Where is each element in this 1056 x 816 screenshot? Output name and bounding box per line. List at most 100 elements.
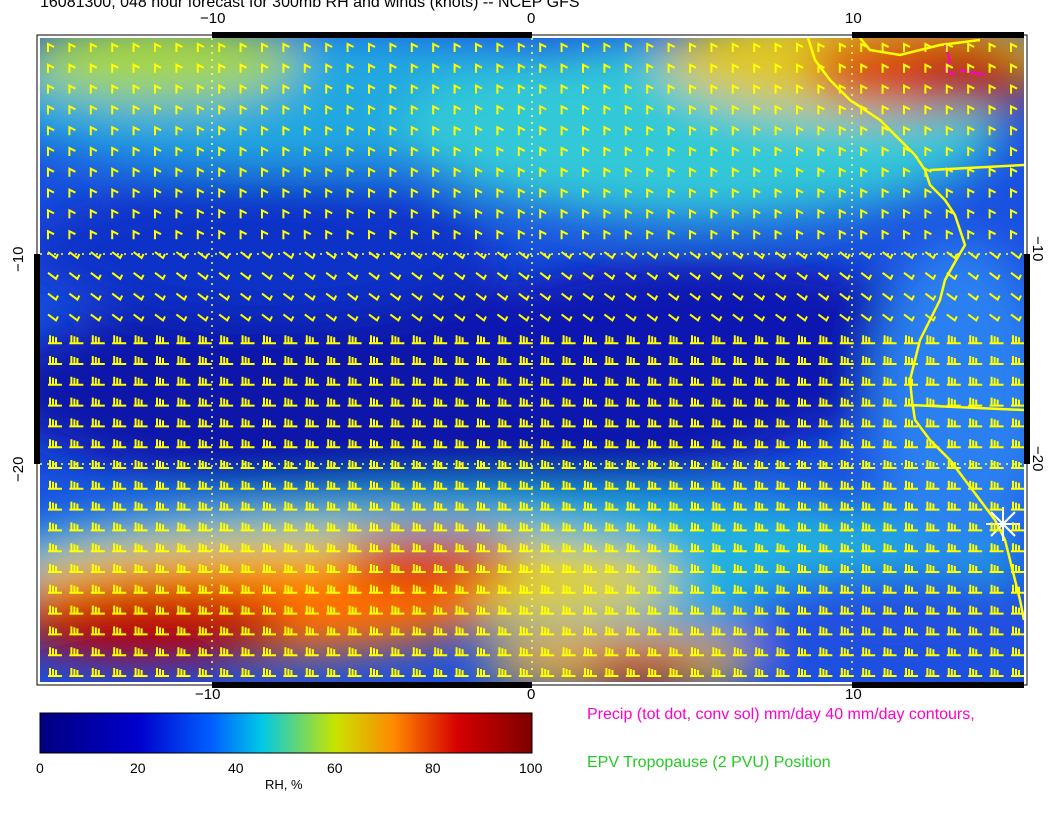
wind-barb xyxy=(775,522,790,532)
wind-barb xyxy=(668,647,683,657)
wind-barb xyxy=(539,104,547,115)
wind-barb xyxy=(454,418,469,428)
wind-barb xyxy=(882,272,894,281)
wind-barb xyxy=(69,605,84,615)
wind-barb xyxy=(667,63,676,73)
wind-barb xyxy=(282,167,290,177)
wind-barb xyxy=(539,146,547,156)
wind-barb xyxy=(539,83,547,94)
wind-barb xyxy=(732,626,747,636)
wind-barb xyxy=(668,460,683,469)
wind-barb xyxy=(582,42,590,52)
wind-barb xyxy=(583,543,597,553)
wind-barb xyxy=(197,335,212,345)
wind-barb xyxy=(689,251,701,260)
wind-barb xyxy=(283,397,298,407)
wind-barb xyxy=(882,376,897,386)
wind-barb xyxy=(454,439,469,449)
wind-barb xyxy=(283,605,298,615)
wind-barb xyxy=(839,356,854,365)
wind-barb xyxy=(476,501,490,511)
wind-barb xyxy=(882,605,897,615)
wind-barb xyxy=(839,626,854,636)
wind-barb xyxy=(797,460,811,469)
wind-barb xyxy=(774,187,783,198)
wind-barb xyxy=(240,418,255,428)
wind-barb xyxy=(711,543,726,553)
wind-barb xyxy=(219,564,234,573)
wind-barb xyxy=(689,208,697,219)
wind-barb xyxy=(369,335,383,345)
wind-barb xyxy=(411,501,426,511)
wind-barb xyxy=(774,125,783,136)
wind-barb xyxy=(133,522,148,532)
wind-barb xyxy=(774,83,783,94)
wind-barb xyxy=(261,208,269,219)
wind-barb xyxy=(347,439,362,449)
wind-barb xyxy=(881,146,890,156)
wind-barb xyxy=(667,125,676,136)
wind-barb xyxy=(689,272,701,281)
wind-barb xyxy=(647,460,662,469)
wind-barb xyxy=(89,42,98,52)
wind-barb xyxy=(261,251,273,260)
wind-barb xyxy=(839,647,854,657)
wind-barb xyxy=(133,356,148,365)
wind-barb xyxy=(646,187,654,198)
wind-barb xyxy=(111,187,119,198)
wind-barb xyxy=(453,104,462,115)
wind-barb xyxy=(69,356,84,365)
wind-barb xyxy=(240,439,255,449)
wind-barb xyxy=(369,480,383,490)
wind-barb xyxy=(410,42,419,52)
wind-barb xyxy=(925,335,940,345)
wind-barb xyxy=(903,251,915,260)
wind-barb xyxy=(1011,480,1024,490)
wind-barb xyxy=(711,584,726,594)
wind-barb xyxy=(155,418,169,428)
wind-barb xyxy=(946,292,958,302)
precip-legend: Precip (tot dot, conv sol) mm/day 40 mm/… xyxy=(587,706,975,723)
wind-barb xyxy=(561,626,576,636)
wind-barb xyxy=(647,668,662,677)
wind-barb xyxy=(904,376,918,386)
wind-barb xyxy=(583,501,597,511)
wind-barb xyxy=(775,397,790,407)
wind-barb xyxy=(583,480,597,490)
graticule xyxy=(40,38,1024,682)
wind-barb xyxy=(561,439,576,449)
wind-barb xyxy=(968,460,983,469)
wind-barb xyxy=(133,543,148,553)
wind-barb xyxy=(411,356,426,365)
wind-barb xyxy=(89,83,98,94)
wind-barb xyxy=(68,146,76,156)
wind-barb xyxy=(218,313,231,322)
wind-barb xyxy=(946,668,961,677)
wind-barb xyxy=(68,42,76,52)
wind-barb xyxy=(347,668,362,677)
wind-barb xyxy=(583,460,597,469)
wind-barb xyxy=(817,272,830,281)
wind-barb xyxy=(155,501,169,511)
epv-legend: EPV Tropopause (2 PVU) Position xyxy=(587,754,831,771)
wind-barb xyxy=(989,313,1001,322)
wind-barb xyxy=(818,460,833,469)
wind-barb xyxy=(454,564,469,573)
wind-barb xyxy=(90,647,105,657)
wind-barb xyxy=(133,480,148,490)
wind-barb xyxy=(517,146,526,156)
wind-barb xyxy=(710,251,723,260)
wind-barb xyxy=(48,647,62,657)
wind-barb xyxy=(540,543,555,553)
wind-barb xyxy=(517,63,526,73)
wind-barb xyxy=(304,251,316,260)
wind-barb xyxy=(797,522,811,532)
wind-barb xyxy=(1011,564,1024,573)
wind-barb xyxy=(517,187,526,198)
wind-barb xyxy=(410,63,419,73)
wind-barb xyxy=(154,167,162,177)
wind-barb xyxy=(454,543,469,553)
wind-barb xyxy=(624,63,633,73)
wind-barb xyxy=(860,187,868,198)
